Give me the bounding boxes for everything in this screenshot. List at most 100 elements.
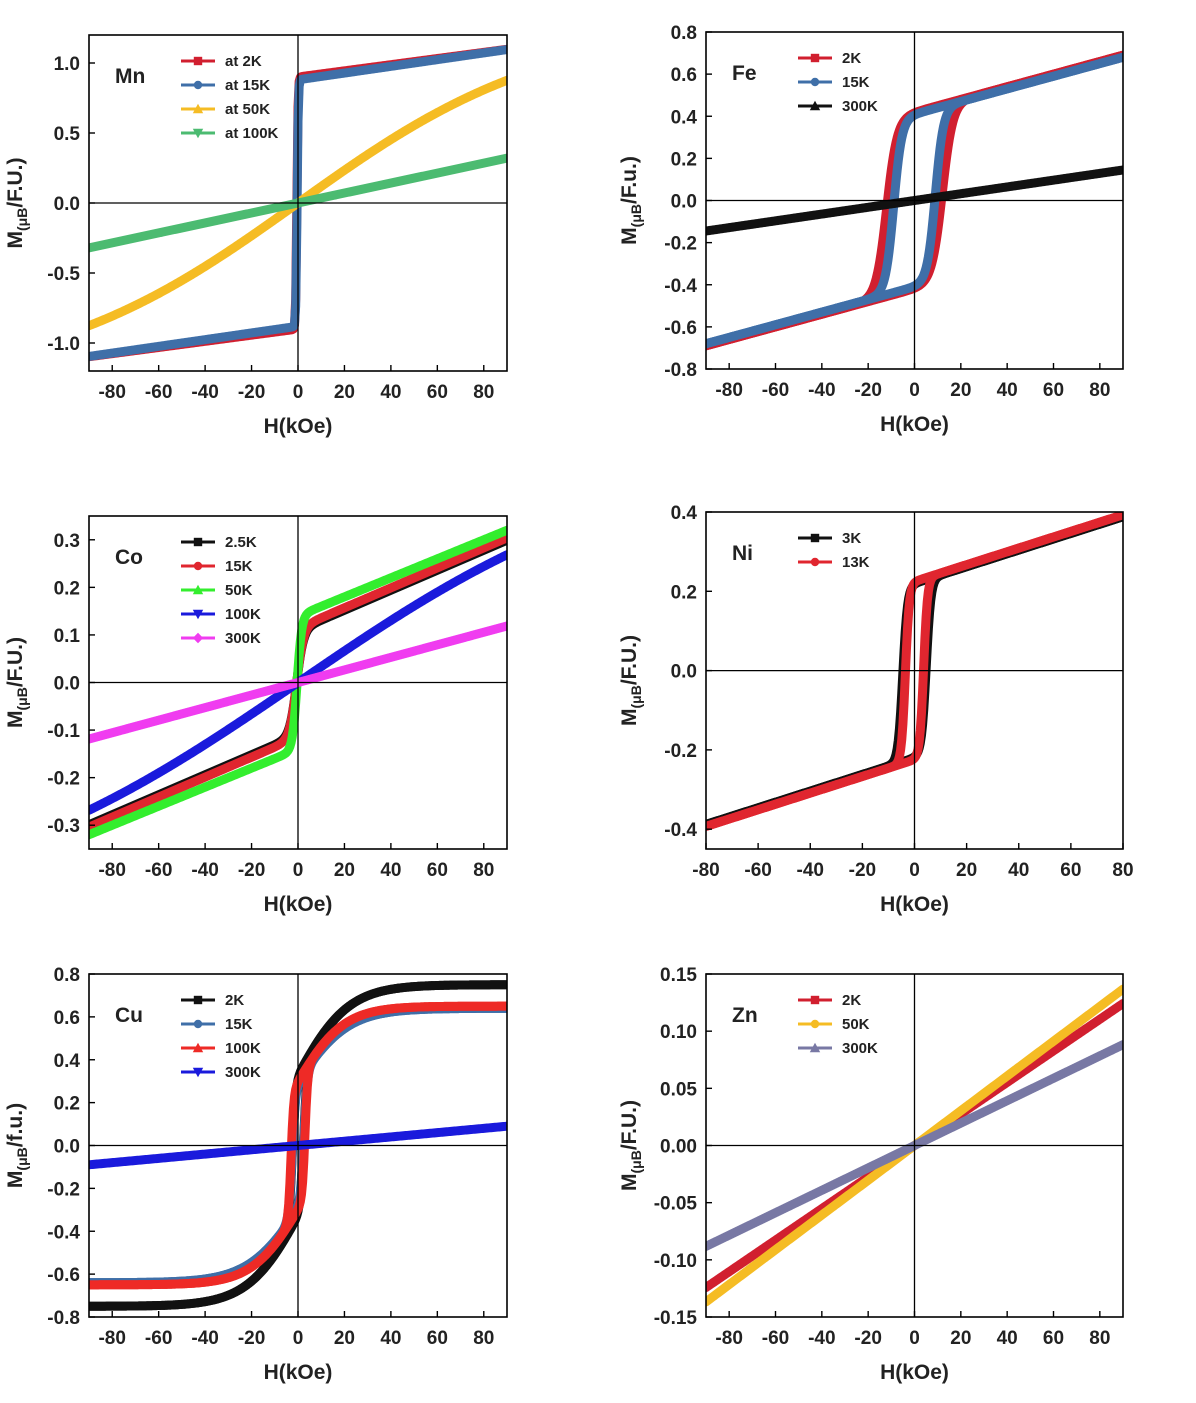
x-tick-label: -80 xyxy=(98,382,125,403)
y-tick-label: 0.2 xyxy=(54,1094,80,1115)
legend-item: 300K xyxy=(181,1064,261,1081)
y-tick-label: 0.2 xyxy=(671,149,697,170)
legend-item: 50K xyxy=(798,1016,870,1033)
x-tick-label: 60 xyxy=(1043,1328,1064,1349)
x-tick-label: -40 xyxy=(808,380,835,401)
x-tick-label: 20 xyxy=(950,1328,971,1349)
legend-label: 13K xyxy=(842,554,870,571)
legend-label: 50K xyxy=(225,582,253,599)
legend-item: 3K xyxy=(798,530,861,547)
y-axis-title: M(μB/f.u.) xyxy=(4,1103,30,1188)
x-tick-label: -40 xyxy=(797,860,824,881)
x-tick-label: 80 xyxy=(1112,860,1133,881)
panel-co: -80 -60 -40 -20 0 20 40 60 80 -0.3 -0.2 -0.1 0.0 0.1 0… xyxy=(4,515,508,916)
y-tick-label: -0.8 xyxy=(47,1308,80,1329)
x-tick-label: 60 xyxy=(427,860,448,881)
y-tick-label: 0.1 xyxy=(54,626,81,647)
y-tick-label: -0.4 xyxy=(664,820,697,841)
y-tick-label: 0.8 xyxy=(671,23,697,44)
panel-ni: -80 -60 -40 -20 0 20 40 60 80 -0.4 -0.2 0.0 0.2 0.4 H(… xyxy=(618,503,1134,916)
legend-label: 300K xyxy=(225,1064,261,1081)
x-tick-label: 0 xyxy=(909,860,920,881)
x-tick-label: -80 xyxy=(715,380,742,401)
x-tick-label: -60 xyxy=(145,382,172,403)
y-tick-label: 0.8 xyxy=(54,965,80,986)
y-tick-label: -0.10 xyxy=(654,1251,697,1272)
legend-label: 300K xyxy=(842,1040,878,1057)
legend-label: 300K xyxy=(842,98,878,115)
x-tick-label: 80 xyxy=(1089,1328,1110,1349)
x-tick-label: -40 xyxy=(191,860,218,881)
y-tick-label: -0.4 xyxy=(47,1222,80,1243)
y-tick-label: -0.2 xyxy=(664,234,697,255)
x-tick-label: -80 xyxy=(98,1328,125,1349)
legend-item: 2K xyxy=(798,50,861,67)
legend-item: 2.5K xyxy=(181,534,257,551)
legend-label: 2K xyxy=(842,50,861,67)
x-axis-title: H(kOe) xyxy=(264,415,333,438)
legend-label: 100K xyxy=(225,1040,261,1057)
y-axis-title: M(μB/F.U.) xyxy=(4,637,30,728)
y-tick-label: -0.3 xyxy=(47,816,80,837)
element-label: Mn xyxy=(115,65,145,88)
x-tick-label: 20 xyxy=(950,380,971,401)
legend-label: 2K xyxy=(842,992,861,1009)
legend-item: at 100K xyxy=(181,125,279,142)
x-tick-label: -60 xyxy=(145,1328,172,1349)
legend-label: 100K xyxy=(225,606,261,623)
x-tick-label: -80 xyxy=(98,860,125,881)
y-tick-label: -0.5 xyxy=(47,264,80,285)
y-tick-label: 0.10 xyxy=(660,1022,697,1043)
y-tick-label: -0.6 xyxy=(47,1265,80,1286)
y-tick-label: 0.0 xyxy=(671,662,697,683)
y-tick-label: 0.0 xyxy=(54,1137,80,1158)
y-tick-label: -0.2 xyxy=(47,769,80,790)
legend-item: 15K xyxy=(181,1016,253,1033)
legend-label: 50K xyxy=(842,1016,870,1033)
x-tick-label: -80 xyxy=(692,860,719,881)
x-axis-title: H(kOe) xyxy=(880,893,949,916)
legend-label: 15K xyxy=(225,1016,253,1033)
legend-item: 13K xyxy=(798,554,870,571)
y-axis-title: M(μB/F.U.) xyxy=(618,635,644,726)
legend-label: at 2K xyxy=(225,53,262,70)
x-tick-label: 0 xyxy=(909,1328,920,1349)
legend-item: 300K xyxy=(798,1040,878,1057)
y-tick-label: -1.0 xyxy=(47,334,80,355)
x-tick-label: -40 xyxy=(808,1328,835,1349)
x-tick-label: -60 xyxy=(744,860,771,881)
y-tick-label: 0.0 xyxy=(671,192,697,213)
element-label: Fe xyxy=(732,62,757,85)
x-tick-label: -20 xyxy=(238,382,265,403)
y-tick-label: 0.4 xyxy=(671,503,698,524)
x-tick-label: 20 xyxy=(956,860,977,881)
panel-fe: -80 -60 -40 -20 0 20 40 60 80 -0.8 -0.6 -0.4 -0.2 0.0… xyxy=(618,23,1124,436)
legend-item: 50K xyxy=(181,582,253,599)
y-tick-label: 0.4 xyxy=(671,107,698,128)
element-label: Ni xyxy=(732,542,753,565)
x-tick-label: 20 xyxy=(334,860,355,881)
x-tick-label: 60 xyxy=(427,1328,448,1349)
panel-zn: -80 -60 -40 -20 0 20 40 60 80 -0.15 -0.10 -0.05 0.00… xyxy=(618,965,1124,1384)
x-tick-label: -20 xyxy=(854,1328,881,1349)
legend-item: 2K xyxy=(181,992,244,1009)
legend-label: 2K xyxy=(225,992,244,1009)
x-tick-label: -20 xyxy=(849,860,876,881)
x-tick-label: 60 xyxy=(1043,380,1064,401)
x-tick-label: 80 xyxy=(473,860,494,881)
y-tick-label: -0.8 xyxy=(664,360,697,381)
x-tick-label: -80 xyxy=(715,1328,742,1349)
y-tick-label: 0.5 xyxy=(54,124,81,145)
x-tick-label: 40 xyxy=(380,860,401,881)
legend-label: 15K xyxy=(842,74,870,91)
y-tick-label: 0.00 xyxy=(660,1137,697,1158)
x-tick-label: 0 xyxy=(293,1328,304,1349)
y-tick-label: 0.05 xyxy=(660,1079,697,1100)
legend-item: 300K xyxy=(798,98,878,115)
x-tick-label: 0 xyxy=(909,380,920,401)
x-tick-label: -20 xyxy=(238,1328,265,1349)
x-tick-label: 0 xyxy=(293,860,304,881)
x-tick-label: 40 xyxy=(380,1328,401,1349)
legend-item: 100K xyxy=(181,606,261,623)
